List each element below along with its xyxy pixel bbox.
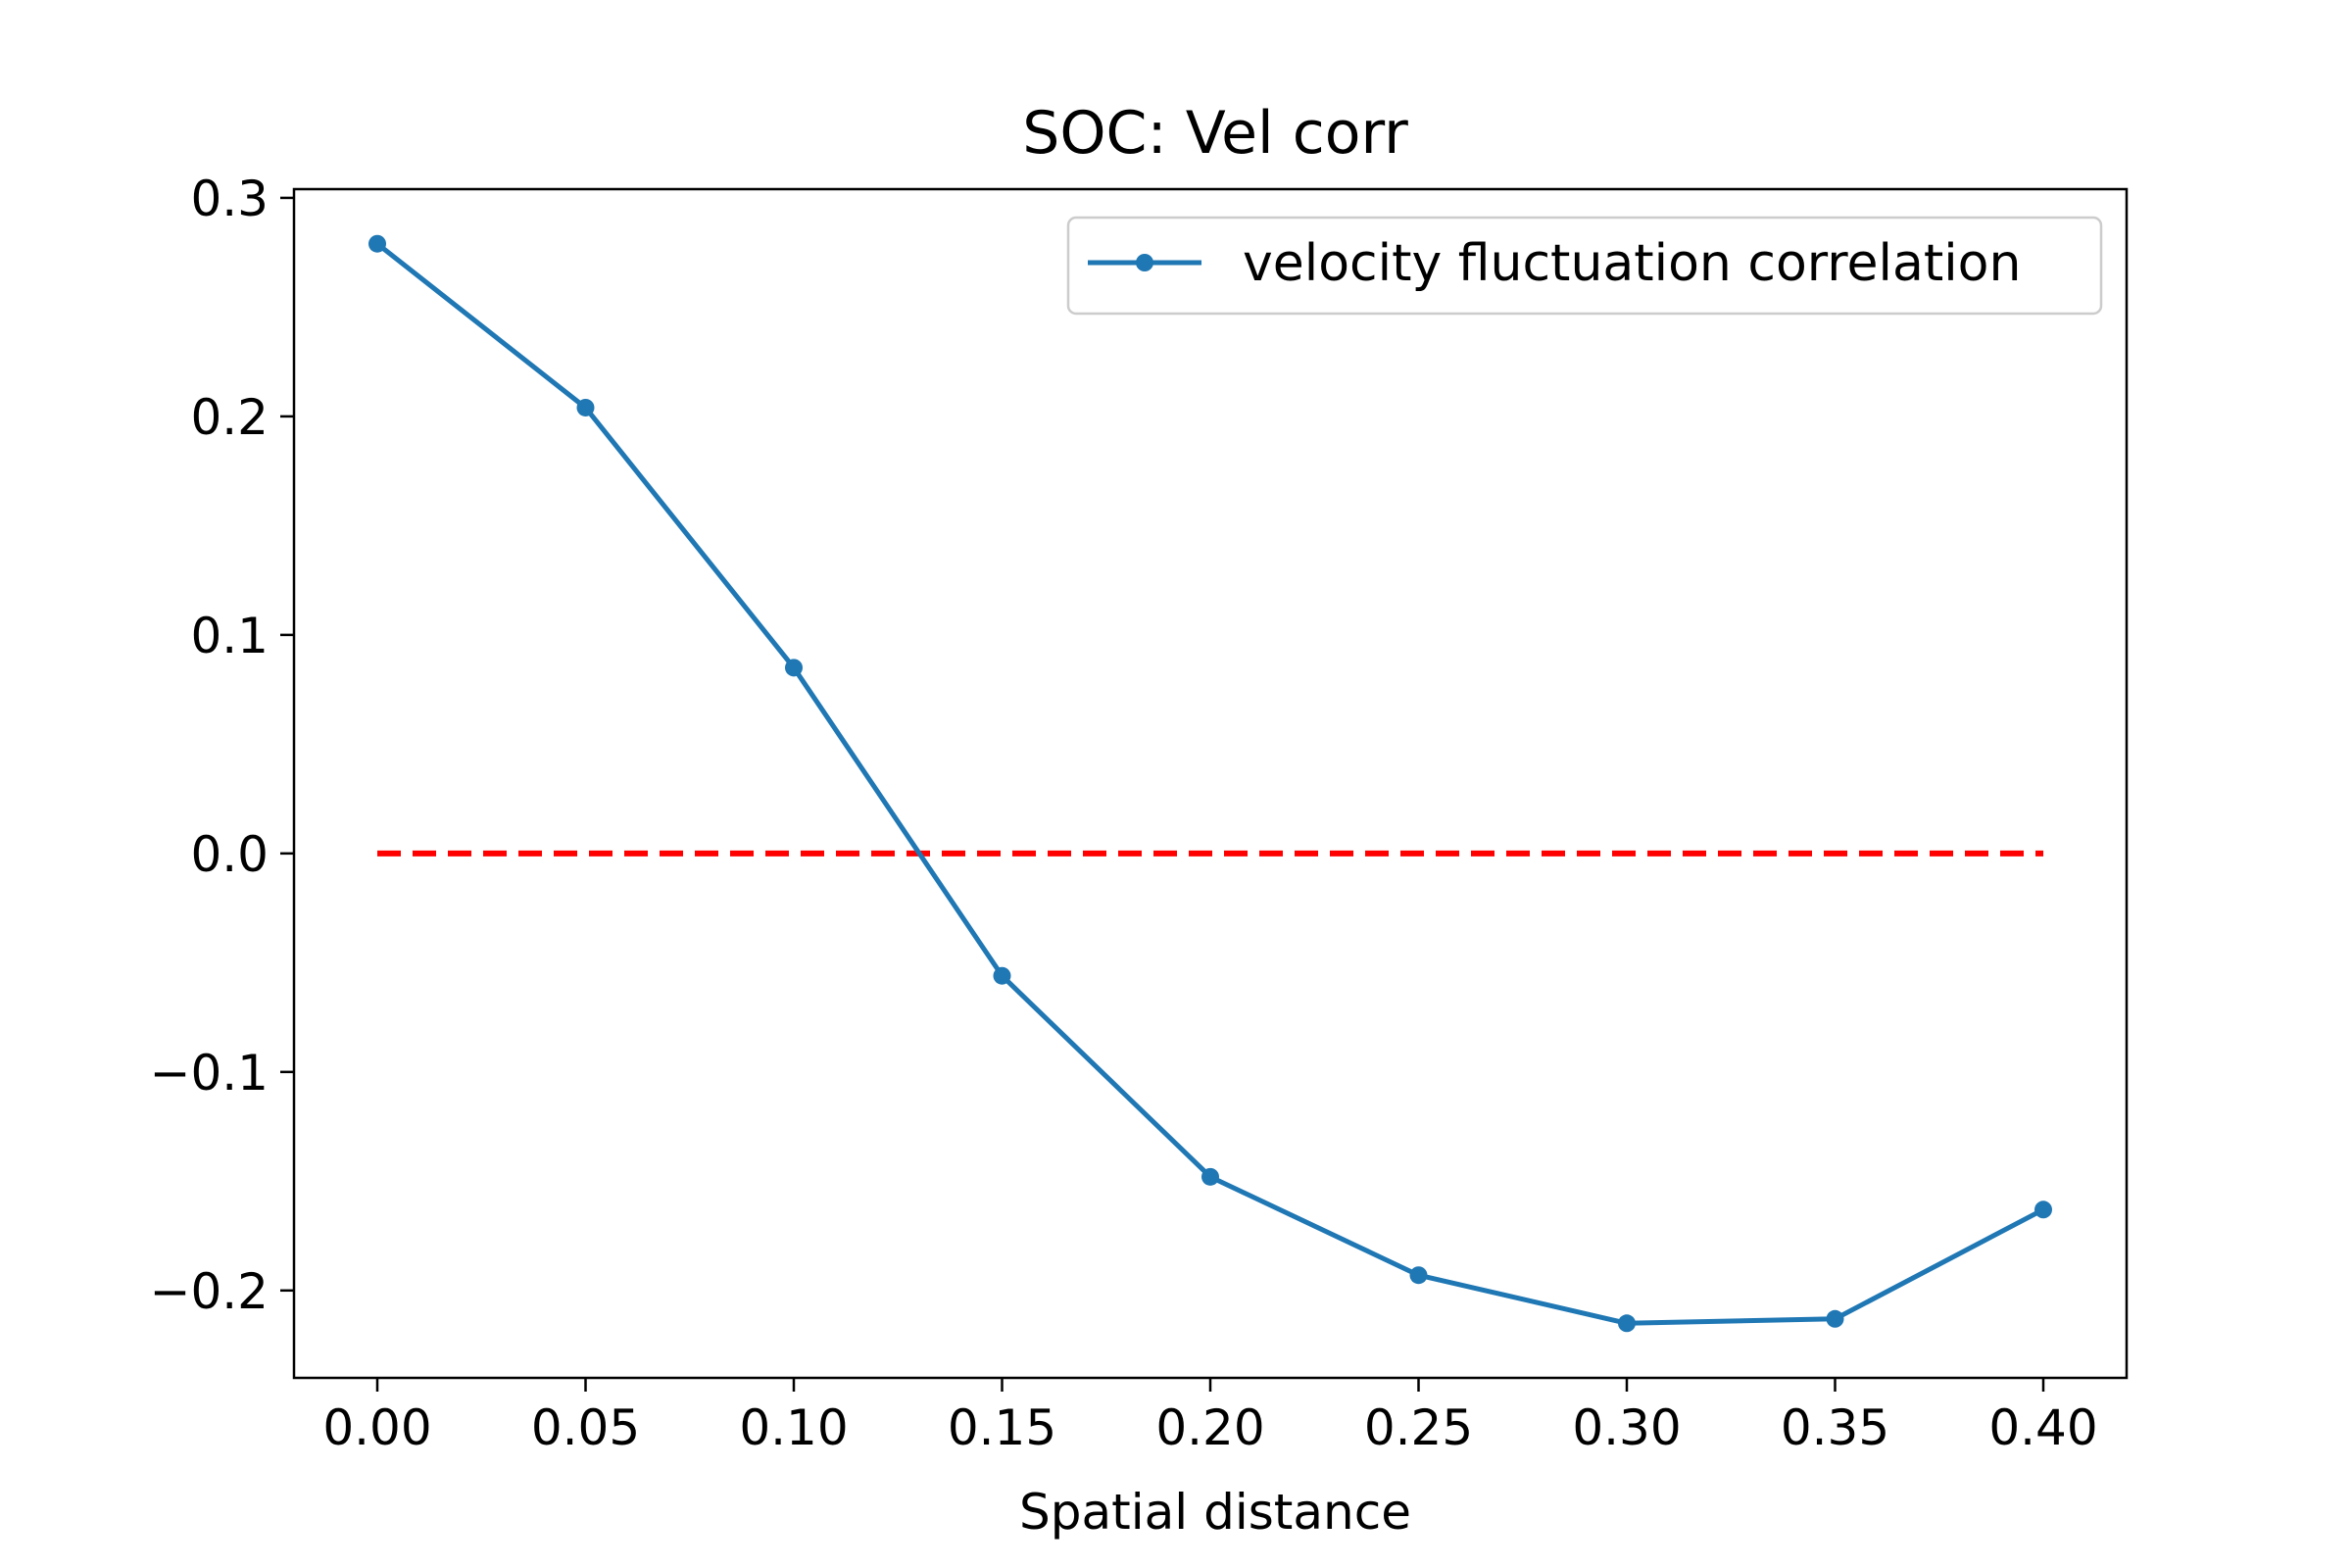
x-tick-label: 0.10 xyxy=(739,1399,848,1456)
x-tick-label: 0.05 xyxy=(531,1399,640,1456)
data-point xyxy=(1618,1314,1636,1332)
data-point xyxy=(1827,1310,1844,1328)
x-tick-label: 0.15 xyxy=(948,1399,1056,1456)
x-tick-label: 0.35 xyxy=(1781,1399,1889,1456)
data-point xyxy=(785,659,803,676)
x-tick-label: 0.30 xyxy=(1572,1399,1681,1456)
data-point xyxy=(1201,1168,1219,1186)
legend: velocity fluctuation correlation xyxy=(1068,218,2101,314)
y-tick-label: −0.1 xyxy=(150,1045,269,1102)
y-tick-label: 0.3 xyxy=(190,171,269,227)
data-point xyxy=(1410,1266,1428,1284)
x-tick-label: 0.25 xyxy=(1364,1399,1473,1456)
y-tick-label: 0.2 xyxy=(190,389,269,446)
y-tick-label: 0.0 xyxy=(190,826,269,883)
legend-marker-sample xyxy=(1136,254,1153,271)
y-tick-label: 0.1 xyxy=(190,608,269,664)
y-tick-label: −0.2 xyxy=(150,1263,269,1320)
data-point xyxy=(577,399,595,416)
data-point xyxy=(2034,1200,2052,1218)
x-tick-label: 0.40 xyxy=(1988,1399,2097,1456)
legend-label: velocity fluctuation correlation xyxy=(1243,234,2021,293)
x-tick-label: 0.20 xyxy=(1155,1399,1264,1456)
data-point xyxy=(994,967,1011,985)
x-axis-label: Spatial distance xyxy=(1019,1484,1411,1541)
x-tick-label: 0.00 xyxy=(322,1399,431,1456)
chart-title: SOC: Vel corr xyxy=(1022,99,1408,168)
data-point xyxy=(368,235,386,253)
